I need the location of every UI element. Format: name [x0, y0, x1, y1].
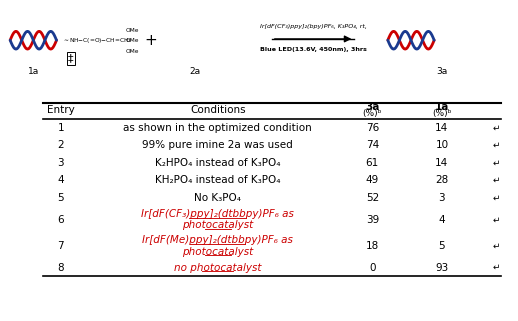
Text: Ir[dF(CF₃)ppy]₂(bpy)PF₆, K₃PO₄, rt,: Ir[dF(CF₃)ppy]₂(bpy)PF₆, K₃PO₄, rt, — [260, 24, 367, 30]
Text: 5: 5 — [439, 241, 445, 251]
Text: OMe: OMe — [126, 28, 139, 32]
Text: photocatalyst: photocatalyst — [182, 221, 253, 230]
Text: Ir[dF(CF₃)ppy]₂(dtbbpy)PF₆ as: Ir[dF(CF₃)ppy]₂(dtbbpy)PF₆ as — [141, 209, 294, 219]
Text: (%)ᵇ: (%)ᵇ — [432, 109, 452, 118]
Text: $\sim$NH$-$C(=O)$-$CH=CH$_2$: $\sim$NH$-$C(=O)$-$CH=CH$_2$ — [62, 36, 132, 45]
Text: 14: 14 — [435, 123, 449, 133]
Text: 14: 14 — [435, 158, 449, 168]
Text: 8: 8 — [57, 263, 64, 273]
Text: 3: 3 — [439, 193, 445, 203]
Text: ↵: ↵ — [492, 141, 500, 150]
Text: 52: 52 — [366, 193, 379, 203]
Text: 1a: 1a — [435, 102, 449, 112]
Text: 4: 4 — [439, 215, 445, 225]
Text: no photocatalyst: no photocatalyst — [174, 263, 262, 273]
Text: ↵: ↵ — [492, 176, 500, 185]
Text: 2: 2 — [57, 140, 64, 150]
Text: 3: 3 — [57, 158, 64, 168]
Text: 5: 5 — [57, 193, 64, 203]
Text: Entry: Entry — [47, 105, 75, 115]
Text: OMe: OMe — [126, 38, 139, 43]
Text: ↵: ↵ — [492, 215, 500, 224]
Text: 28: 28 — [435, 175, 449, 186]
Text: Blue LED(13.6V, 450nm), 3hrs: Blue LED(13.6V, 450nm), 3hrs — [260, 47, 367, 52]
Text: 74: 74 — [366, 140, 379, 150]
Text: ↵: ↵ — [492, 241, 500, 250]
Text: OMe: OMe — [126, 49, 139, 54]
Text: ‡: ‡ — [68, 54, 74, 64]
Text: 1: 1 — [57, 123, 64, 133]
Text: +: + — [145, 33, 157, 48]
Text: 1a: 1a — [27, 67, 39, 76]
Text: 0: 0 — [369, 263, 376, 273]
Text: ↵: ↵ — [492, 193, 500, 203]
Text: as shown in the optimized condition: as shown in the optimized condition — [123, 123, 312, 133]
Text: 3a: 3a — [436, 67, 448, 76]
Text: ↵: ↵ — [492, 158, 500, 167]
Text: 10: 10 — [435, 140, 449, 150]
Text: 6: 6 — [57, 215, 64, 225]
Text: Ir[dF(Me)ppy]₂(dtbbpy)PF₆ as: Ir[dF(Me)ppy]₂(dtbbpy)PF₆ as — [142, 235, 293, 245]
Text: ↵: ↵ — [492, 263, 500, 272]
Text: 18: 18 — [366, 241, 379, 251]
Text: No K₃PO₄: No K₃PO₄ — [194, 193, 241, 203]
Text: 93: 93 — [435, 263, 449, 273]
Text: K₂HPO₄ instead of K₃PO₄: K₂HPO₄ instead of K₃PO₄ — [155, 158, 281, 168]
Text: 99% pure imine 2a was used: 99% pure imine 2a was used — [142, 140, 293, 150]
Text: 49: 49 — [366, 175, 379, 186]
Text: 39: 39 — [366, 215, 379, 225]
Text: ↵: ↵ — [492, 123, 500, 132]
Text: KH₂PO₄ instead of K₃PO₄: KH₂PO₄ instead of K₃PO₄ — [155, 175, 281, 186]
Text: 7: 7 — [57, 241, 64, 251]
Text: Conditions: Conditions — [190, 105, 246, 115]
Text: photocatalyst: photocatalyst — [182, 247, 253, 256]
Text: 61: 61 — [366, 158, 379, 168]
Text: 4: 4 — [57, 175, 64, 186]
Text: 76: 76 — [366, 123, 379, 133]
Text: 2a: 2a — [189, 67, 200, 76]
Text: 3a: 3a — [365, 102, 380, 112]
Text: (%)ᵇ: (%)ᵇ — [363, 109, 382, 118]
